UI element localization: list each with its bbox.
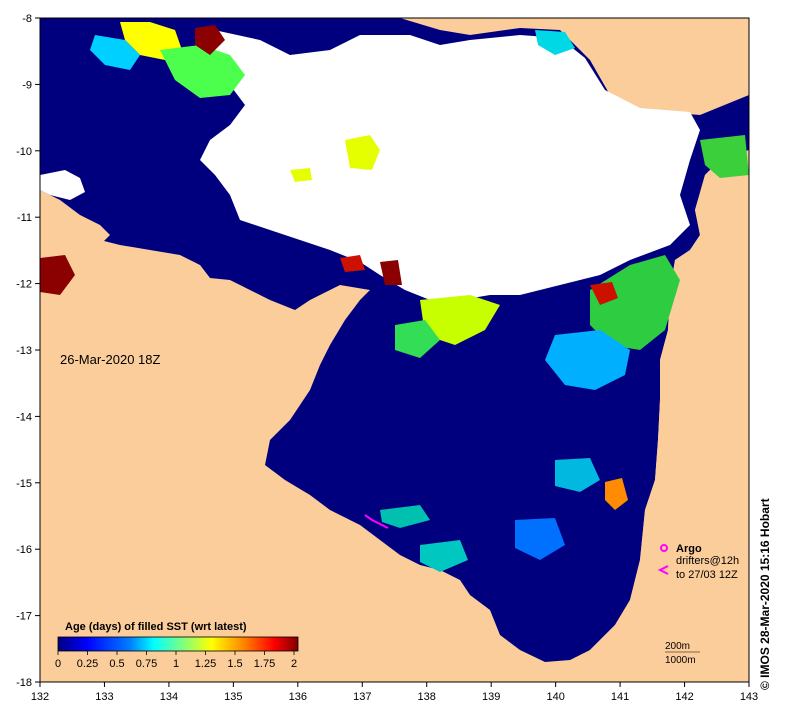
lon-tick-label: 137 (353, 691, 371, 703)
lat-tick-label: -8 (22, 13, 32, 25)
legend: Argo drifters@12h to 27/03 12Z 200m 1000… (657, 543, 739, 666)
lon-tick-label: 142 (675, 691, 693, 703)
lon-tick-label: 134 (160, 691, 178, 703)
drifter-arrow-icon (657, 565, 669, 575)
lon-tick-label: 143 (740, 691, 758, 703)
colorbar-tick-label: 0 (55, 658, 61, 670)
sst-patch-green-nw (160, 45, 245, 98)
lat-tick-label: -9 (22, 79, 32, 91)
lon-tick-label: 133 (95, 691, 113, 703)
sst-patch-darkred-nw (195, 25, 225, 55)
sst-patch-cyan-top (535, 30, 575, 55)
sst-patch-red-east (590, 282, 618, 305)
lon-tick-label: 136 (289, 691, 307, 703)
lon-tick-label: 139 (482, 691, 500, 703)
colorbar-tick-label: 1.5 (227, 658, 242, 670)
sst-patch-green-ne (700, 135, 749, 178)
lat-axis: -8 -9 -10 -11 -12 -13 -14 -15 -16 -17 -18 (16, 13, 40, 689)
argo-marker-icon (660, 544, 668, 552)
lat-tick-label: -13 (16, 345, 32, 357)
sst-patch-cyan-gulf (555, 458, 600, 492)
lon-tick-label: 138 (418, 691, 436, 703)
colorbar-title: Age (days) of filled SST (wrt latest) (65, 621, 247, 633)
cloud-patch-mid (300, 88, 340, 120)
sst-patch-blue-south (515, 518, 565, 560)
lon-tick-label: 135 (224, 691, 242, 703)
colorbar-tick-label: 1 (173, 658, 179, 670)
sst-patch-orange-gulf (605, 478, 628, 510)
colorbar-tick-label: 1.75 (254, 658, 275, 670)
drifters-range-label: to 27/03 12Z (676, 569, 738, 581)
lon-tick-label: 141 (611, 691, 629, 703)
sst-patch-darkred-west (40, 255, 75, 295)
lat-tick-label: -10 (16, 146, 32, 158)
lat-tick-label: -11 (17, 212, 32, 224)
isobath-1000-label: 1000m (665, 655, 696, 666)
isobath-200-label: 200m (665, 641, 690, 652)
sst-patch-green-center (395, 320, 440, 358)
sst-patch-teal-south2 (420, 540, 468, 572)
sst-patch-cyan-east (545, 330, 630, 390)
lon-axis: 132 133 134 135 136 137 138 139 140 141 142 143 (31, 682, 758, 703)
land-cape-york (560, 95, 749, 682)
lat-tick-label: -14 (16, 411, 32, 423)
colorbar-ticks: 0 0.25 0.5 0.75 1 1.25 1.5 1.75 2 (55, 651, 297, 670)
lat-tick-label: -16 (16, 544, 32, 556)
drifters-label: drifters@12h (676, 555, 739, 567)
colorbar-tick-label: 2 (291, 658, 297, 670)
colorbar-tick-label: 0.75 (136, 658, 157, 670)
sst-patch-yellow-center (345, 135, 380, 170)
cloud-patch-west (40, 170, 85, 200)
land-new-guinea (400, 18, 749, 108)
lon-tick-label: 140 (546, 691, 564, 703)
lat-tick-label: -15 (16, 478, 32, 490)
sst-patch-cyan-nw (90, 35, 140, 70)
sst-patch-darkred-mid (380, 260, 402, 285)
lon-tick-label: 132 (31, 691, 49, 703)
colorbar-tick-label: 1.25 (195, 658, 216, 670)
sst-patch-green-east (590, 255, 680, 350)
colorbar-ramp (57, 636, 299, 652)
sst-patch-red-mid (340, 255, 365, 272)
colorbar-tick-label: 0.5 (109, 658, 124, 670)
lat-tick-label: -17 (16, 611, 32, 623)
timestamp-label: 26-Mar-2020 18Z (60, 352, 160, 367)
land-west (40, 190, 110, 245)
drifter-track (364, 514, 389, 529)
credit-label: © IMOS 28-Mar-2020 15:16 Hobart (758, 498, 772, 690)
sst-patch-yellow-small (290, 168, 312, 182)
lat-tick-label: -12 (16, 279, 32, 291)
argo-label: Argo (676, 543, 702, 555)
colorbar-tick-label: 0.25 (77, 658, 98, 670)
sst-patch-lime-center (420, 295, 500, 345)
lat-tick-label: -18 (16, 677, 32, 689)
sst-patch-teal-south (380, 505, 430, 528)
